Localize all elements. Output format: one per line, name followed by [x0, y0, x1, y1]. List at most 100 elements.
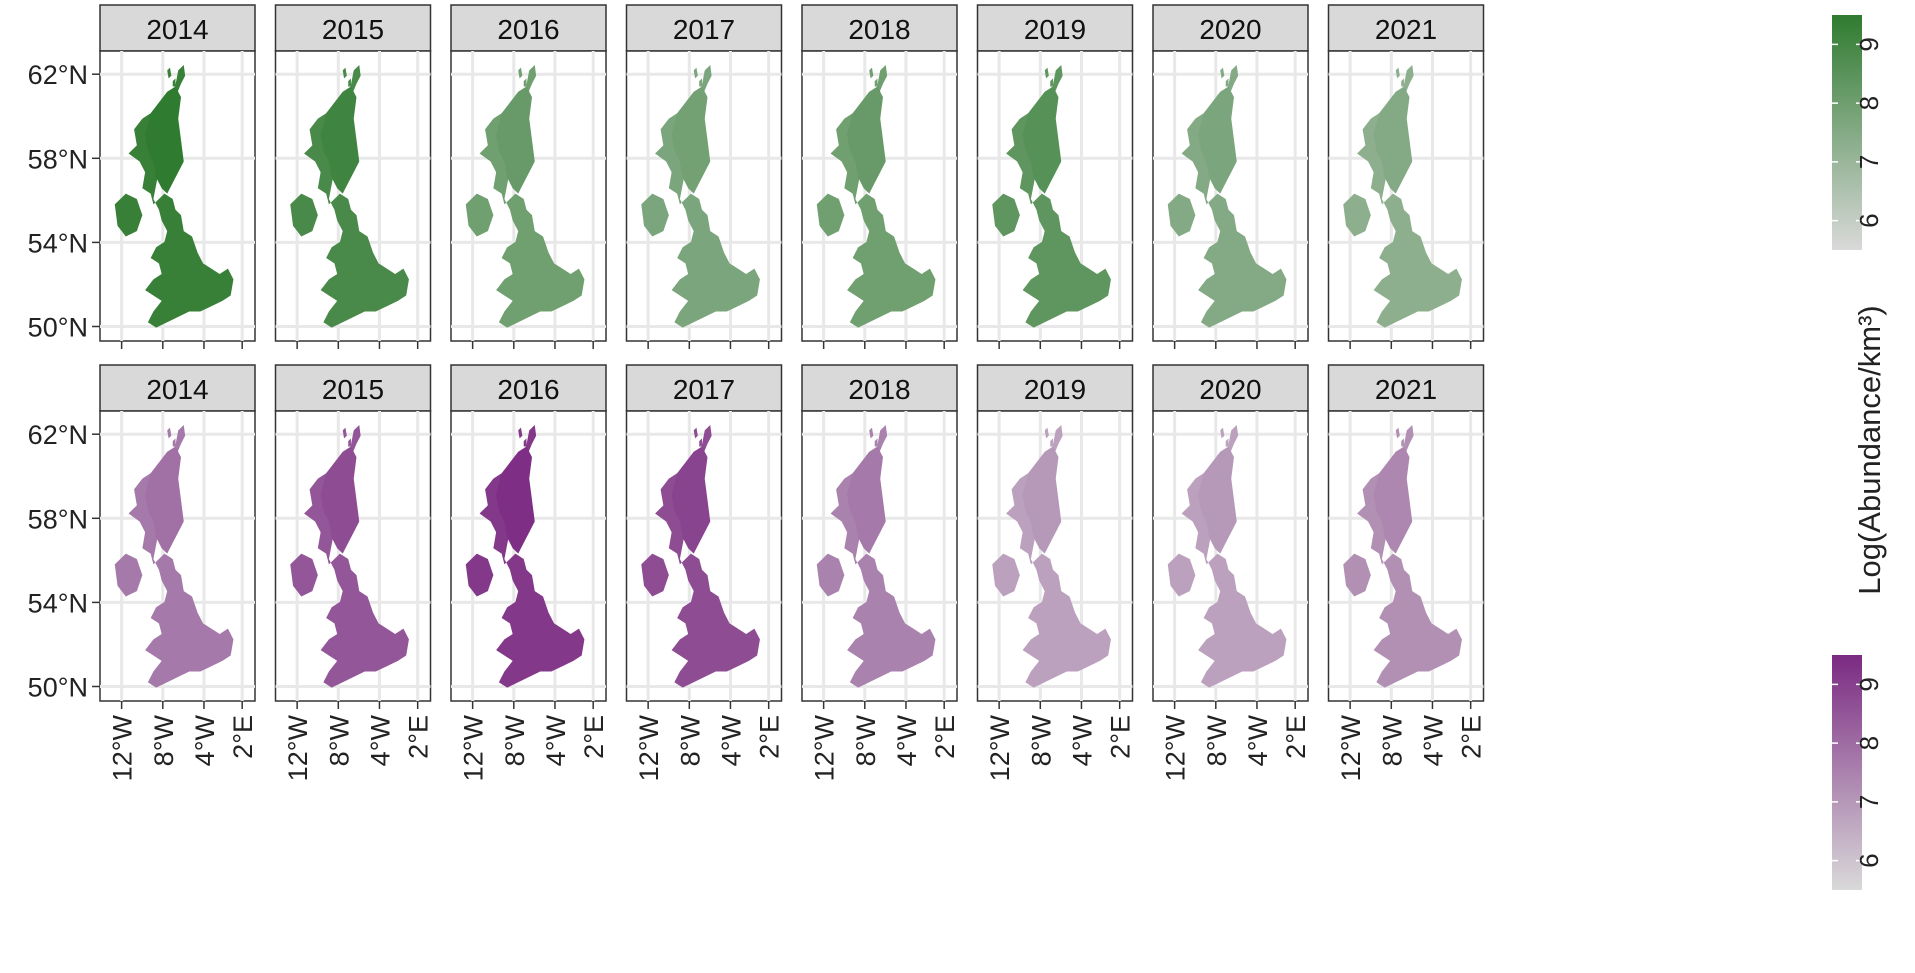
y-tick-label: 58°N [28, 144, 88, 174]
x-tick-label: 4°W [1418, 714, 1448, 766]
x-tick-label: 2°E [579, 715, 609, 759]
facet-strip [450, 4, 607, 52]
y-tick-label: 62°N [28, 420, 88, 450]
axis-ticks [471, 341, 594, 349]
facet-year-label: 2020 [1199, 14, 1261, 45]
colorbar-tick-label: 6 [1854, 853, 1884, 867]
axis-ticks: 12°W 8°W 4°W 2°E [985, 701, 1136, 781]
facet-year-label: 2014 [146, 374, 208, 405]
y-tick-label: 54°N [28, 228, 88, 258]
x-tick-label: 4°W [1243, 714, 1273, 766]
x-tick-label: 8°W [500, 714, 530, 766]
x-tick-label: 8°W [324, 714, 354, 766]
x-tick-label: 2°E [1281, 715, 1311, 759]
facet-year-label: 2021 [1375, 374, 1437, 405]
facet-year-label: 2021 [1375, 14, 1437, 45]
gb-abundance-map [114, 425, 234, 688]
facet-year-label: 2016 [497, 14, 559, 45]
map-panel-purple-2018: 2018 12°W 8°W 4°W 2°E [801, 364, 960, 781]
facet-year-label: 2015 [322, 14, 384, 45]
map-panel-purple-2020: 2020 12°W 8°W 4°W 2°E [1152, 364, 1311, 781]
colorbar-tick-label: 7 [1854, 795, 1884, 809]
panel-grid: 2014 62°N 58°N 54°N 50°N 2015 2016 2017 2018 2019… [28, 4, 1487, 781]
map-panel-purple-2017: 2017 12°W 8°W 4°W 2°E [625, 364, 785, 781]
facet-year-label: 2019 [1024, 374, 1086, 405]
gb-abundance-map [1343, 425, 1462, 688]
gb-abundance-map [465, 65, 585, 328]
map-panel-green-2019: 2019 [976, 4, 1134, 349]
x-tick-label: 2°E [755, 715, 785, 759]
x-tick-label: 8°W [675, 714, 705, 766]
gb-abundance-map [1343, 65, 1462, 328]
map-panel-green-2021: 2021 [1327, 4, 1485, 349]
x-tick-label: 12°W [459, 714, 489, 781]
x-tick-label: 4°W [1067, 714, 1097, 766]
x-tick-label: 12°W [810, 714, 840, 781]
axis-ticks: 12°W 8°W 4°W 2°E [1336, 701, 1487, 781]
x-tick-label: 4°W [716, 714, 746, 766]
gb-abundance-map [641, 425, 760, 688]
y-tick-label: 50°N [28, 313, 88, 343]
x-tick-label: 8°W [851, 714, 881, 766]
gb-abundance-map [1167, 65, 1287, 328]
axis-ticks: 62°N 58°N 54°N 50°N 12°W 8°W 4°W 2°E [28, 420, 259, 781]
facet-strip [801, 4, 958, 52]
x-tick-label: 2°E [404, 715, 434, 759]
x-tick-label: 4°W [892, 714, 922, 766]
map-panel-green-2016: 2016 [450, 4, 607, 349]
gb-abundance-map [992, 425, 1111, 688]
gb-abundance-map [992, 65, 1111, 328]
axis-ticks: 12°W 8°W 4°W 2°E [283, 701, 434, 781]
facet-year-label: 2016 [497, 374, 559, 405]
gb-abundance-map [1167, 425, 1287, 688]
axis-ticks [1173, 341, 1296, 349]
facet-year-label: 2018 [848, 14, 910, 45]
map-panel-green-2014: 2014 62°N 58°N 54°N 50°N [28, 4, 256, 349]
map-panel-purple-2019: 2019 12°W 8°W 4°W 2°E [976, 364, 1136, 781]
x-tick-label: 12°W [1336, 714, 1366, 781]
axis-ticks [1349, 341, 1472, 349]
x-tick-label: 2°E [1106, 715, 1136, 759]
axis-ticks: 12°W 8°W 4°W 2°E [1161, 701, 1311, 781]
colorbar-green: 6 7 8 9 [1832, 15, 1884, 250]
axis-ticks: 12°W 8°W 4°W 2°E [810, 701, 960, 781]
gb-abundance-map [114, 65, 234, 328]
facet-strip [99, 364, 256, 412]
x-tick-label: 2°E [228, 715, 258, 759]
x-tick-label: 4°W [365, 714, 395, 766]
facet-strip [1327, 364, 1485, 412]
y-tick-label: 54°N [28, 588, 88, 618]
x-tick-label: 8°W [149, 714, 179, 766]
colorbar-tick-label: 8 [1854, 96, 1884, 110]
x-tick-label: 12°W [108, 714, 138, 781]
map-panel-green-2020: 2020 [1152, 4, 1309, 349]
facet-strip [1152, 4, 1309, 52]
axis-ticks: 62°N 58°N 54°N 50°N [28, 60, 243, 349]
legends: 6 7 8 9 6 7 8 9 [1832, 15, 1884, 890]
facet-year-label: 2015 [322, 374, 384, 405]
map-panel-purple-2014: 2014 62°N 58°N 54°N 50°N 12°W 8°W 4°W 2°E [28, 364, 259, 781]
colorbar-gradient [1832, 15, 1862, 250]
map-panel-purple-2021: 2021 12°W 8°W 4°W 2°E [1327, 364, 1487, 781]
axis-ticks [296, 341, 419, 349]
y-tick-label: 50°N [28, 673, 88, 703]
x-tick-label: 8°W [1202, 714, 1232, 766]
gb-abundance-map [641, 65, 760, 328]
facet-year-label: 2017 [673, 374, 735, 405]
map-panel-green-2017: 2017 [625, 4, 783, 349]
x-tick-label: 4°W [190, 714, 220, 766]
facet-strip [274, 364, 432, 412]
facet-year-label: 2017 [673, 14, 735, 45]
axis-ticks [998, 341, 1121, 349]
map-panel-purple-2015: 2015 12°W 8°W 4°W 2°E [274, 364, 434, 781]
colorbar-purple: 6 7 8 9 [1832, 655, 1884, 890]
facet-year-label: 2018 [848, 374, 910, 405]
legend-title: Log(Abundance/km³) [1852, 305, 1887, 595]
facet-strip [99, 4, 256, 52]
colorbar-tick-label: 7 [1854, 155, 1884, 169]
axis-ticks: 12°W 8°W 4°W 2°E [459, 701, 609, 781]
x-tick-label: 8°W [1377, 714, 1407, 766]
colorbar-tick-label: 9 [1854, 37, 1884, 51]
colorbar-tick-label: 8 [1854, 736, 1884, 750]
